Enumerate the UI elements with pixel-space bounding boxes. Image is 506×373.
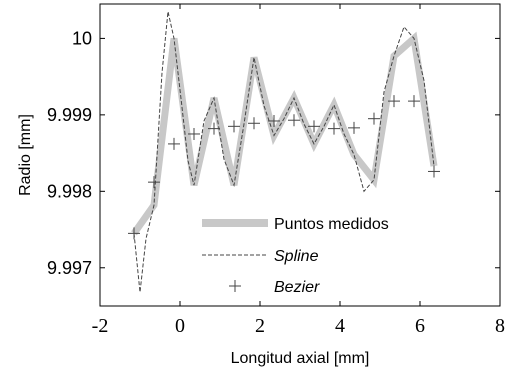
marker-bezier — [288, 114, 300, 127]
ticks-layer: -2 0 2 4 6 8 9.997 9.998 9.999 10 — [47, 4, 505, 337]
x-tick-label: -2 — [92, 315, 109, 337]
legend: Puntos medidos Spline Bezier — [202, 216, 389, 296]
y-tick-label: 9.997 — [47, 258, 92, 278]
marker-bezier — [268, 114, 280, 127]
legend-swatch-bezier — [229, 280, 241, 292]
marker-bezier — [408, 95, 420, 108]
x-tick-label: 2 — [255, 315, 265, 337]
marker-bezier — [128, 227, 140, 240]
legend-label-bezier: Bezier — [274, 279, 320, 296]
marker-bezier — [148, 176, 160, 189]
y-tick-label: 9.999 — [47, 105, 92, 125]
y-tick-label: 10 — [72, 28, 92, 48]
marker-bezier — [348, 121, 360, 134]
marker-bezier — [248, 117, 260, 130]
y-axis-label: Radio [mm] — [17, 114, 34, 196]
marker-bezier — [188, 127, 200, 140]
x-tick-label: 0 — [175, 315, 185, 337]
marker-bezier — [168, 137, 180, 150]
marker-bezier — [208, 122, 220, 135]
series-line-puntos-medidos — [131, 31, 438, 236]
legend-label-puntos-medidos: Puntos medidos — [274, 216, 389, 233]
x-axis-label: Longitud axial [mm] — [231, 350, 370, 367]
x-tick-label: 4 — [335, 315, 345, 337]
marker-bezier — [228, 120, 240, 133]
x-tick-label: 6 — [415, 315, 425, 337]
x-tick-label: 8 — [495, 315, 505, 337]
marker-bezier — [368, 112, 380, 125]
marker-bezier — [388, 95, 400, 108]
y-tick-label: 9.998 — [47, 181, 92, 201]
marker-bezier — [328, 122, 340, 135]
legend-label-spline: Spline — [274, 248, 319, 265]
series-layer — [128, 11, 440, 293]
marker-bezier — [428, 165, 440, 178]
marker-bezier — [308, 120, 320, 133]
